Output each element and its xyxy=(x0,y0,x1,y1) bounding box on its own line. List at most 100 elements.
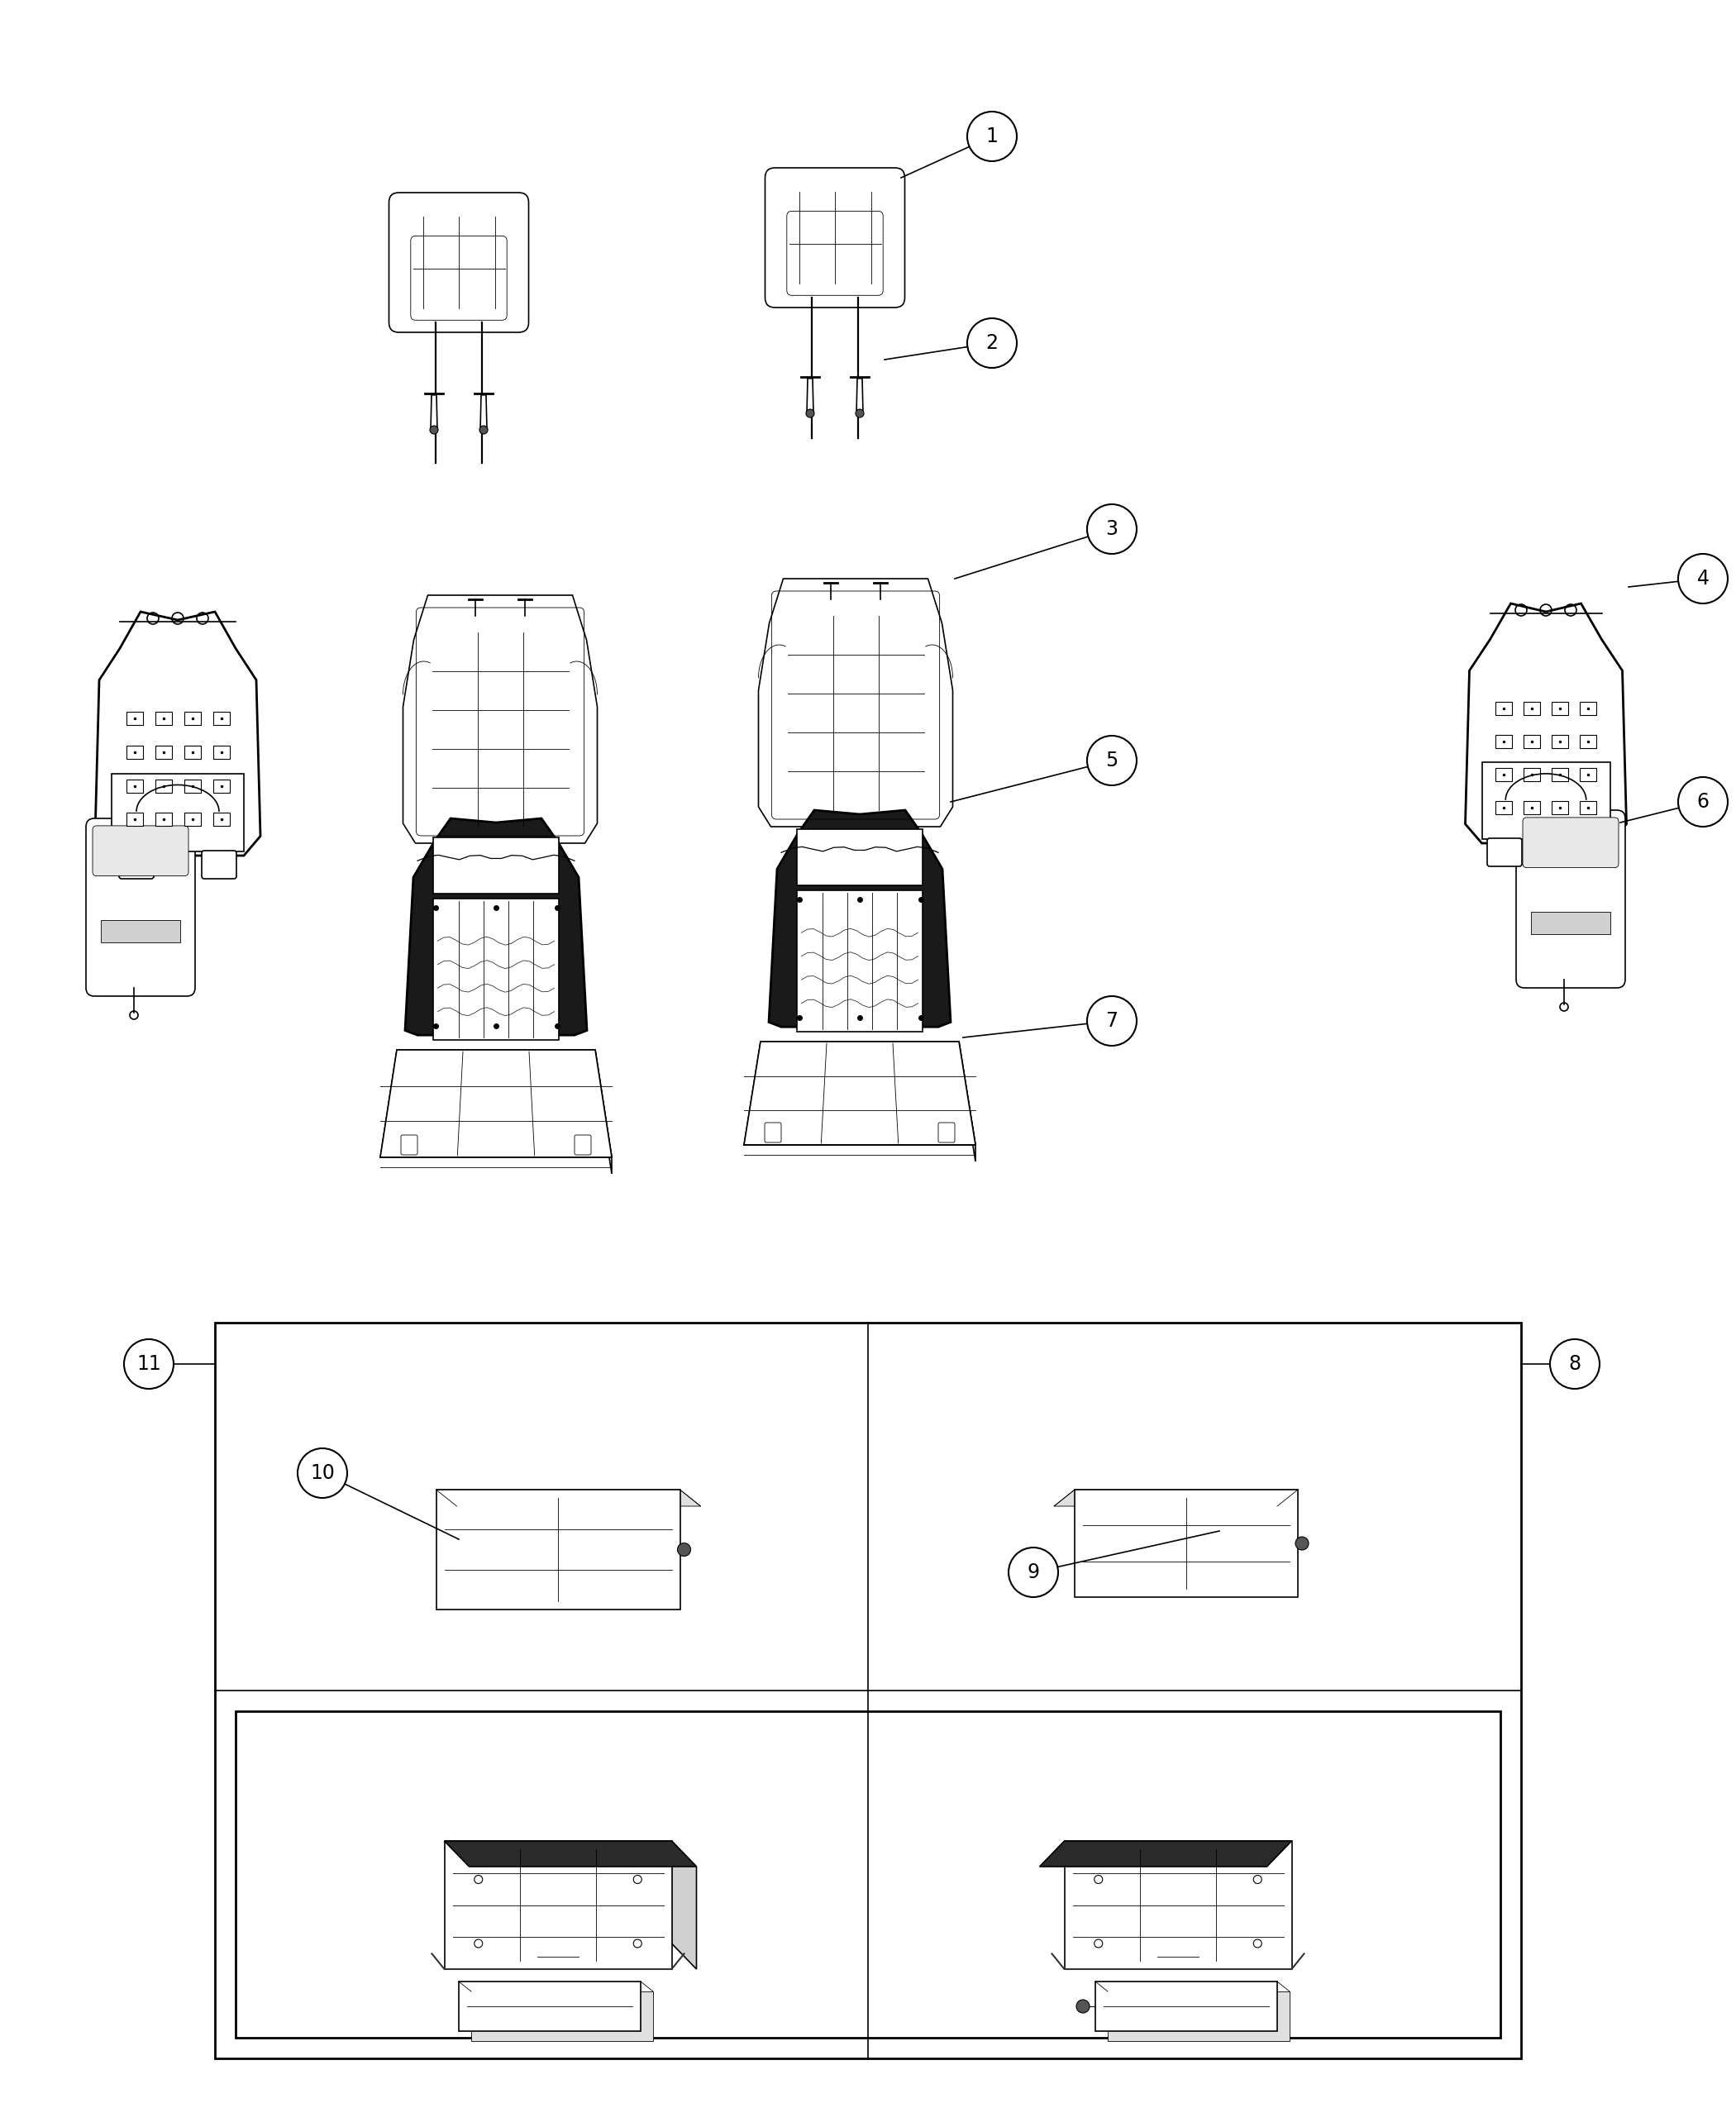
Circle shape xyxy=(431,426,437,434)
Bar xyxy=(184,814,200,826)
FancyBboxPatch shape xyxy=(1516,809,1625,989)
Bar xyxy=(797,890,922,1031)
Circle shape xyxy=(1679,554,1727,603)
FancyBboxPatch shape xyxy=(201,852,236,879)
FancyBboxPatch shape xyxy=(1569,839,1604,866)
Polygon shape xyxy=(444,1840,672,1969)
Circle shape xyxy=(1087,736,1137,786)
Polygon shape xyxy=(807,379,814,413)
Bar xyxy=(127,713,142,725)
Polygon shape xyxy=(436,1490,681,1611)
FancyBboxPatch shape xyxy=(389,192,529,333)
FancyBboxPatch shape xyxy=(766,169,904,308)
Bar xyxy=(155,780,172,793)
Circle shape xyxy=(1295,1537,1309,1549)
Text: 10: 10 xyxy=(311,1463,335,1484)
Bar xyxy=(434,898,559,1039)
Polygon shape xyxy=(745,1041,976,1145)
FancyBboxPatch shape xyxy=(937,1124,955,1143)
Bar xyxy=(184,713,200,725)
Bar xyxy=(184,746,200,759)
Circle shape xyxy=(806,409,814,417)
Polygon shape xyxy=(404,818,587,1035)
Polygon shape xyxy=(1040,1840,1292,1866)
Text: 11: 11 xyxy=(137,1353,161,1374)
Text: 7: 7 xyxy=(1106,1012,1118,1031)
Bar xyxy=(1496,767,1512,782)
Polygon shape xyxy=(1108,1992,1290,2041)
Polygon shape xyxy=(458,1982,641,2032)
Polygon shape xyxy=(856,379,863,413)
Circle shape xyxy=(677,1543,691,1556)
Bar xyxy=(127,814,142,826)
Text: 8: 8 xyxy=(1569,1353,1581,1374)
Bar xyxy=(215,1322,1521,2057)
Polygon shape xyxy=(444,1840,696,1866)
Bar xyxy=(155,814,172,826)
Circle shape xyxy=(1009,1547,1059,1598)
Text: 6: 6 xyxy=(1696,793,1710,812)
Polygon shape xyxy=(380,1050,611,1157)
Bar xyxy=(1496,801,1512,814)
Polygon shape xyxy=(958,1041,976,1162)
Polygon shape xyxy=(95,611,260,856)
FancyBboxPatch shape xyxy=(764,1124,781,1143)
Polygon shape xyxy=(1064,1840,1292,1969)
Bar xyxy=(1524,767,1540,782)
Bar xyxy=(214,780,229,793)
Circle shape xyxy=(479,426,488,434)
FancyBboxPatch shape xyxy=(1488,839,1522,866)
Bar xyxy=(214,713,229,725)
Polygon shape xyxy=(481,394,486,430)
Polygon shape xyxy=(436,1490,701,1507)
Text: 2: 2 xyxy=(986,333,998,352)
Bar xyxy=(184,780,200,793)
Text: 4: 4 xyxy=(1696,569,1710,588)
Polygon shape xyxy=(1075,1490,1299,1598)
Polygon shape xyxy=(431,394,437,430)
Bar xyxy=(214,746,229,759)
Bar xyxy=(1552,801,1568,814)
Polygon shape xyxy=(595,1050,611,1174)
Bar xyxy=(1531,913,1611,934)
Bar xyxy=(1580,702,1595,715)
Bar xyxy=(111,774,243,852)
Bar xyxy=(1552,736,1568,748)
Circle shape xyxy=(297,1448,347,1499)
Polygon shape xyxy=(769,809,951,1027)
FancyBboxPatch shape xyxy=(575,1134,590,1155)
Polygon shape xyxy=(1054,1490,1299,1507)
Bar xyxy=(155,746,172,759)
Bar xyxy=(101,921,181,942)
FancyBboxPatch shape xyxy=(401,1134,417,1155)
Polygon shape xyxy=(1465,603,1627,843)
Bar xyxy=(1483,763,1609,839)
Bar xyxy=(1552,702,1568,715)
Bar xyxy=(1580,767,1595,782)
Bar xyxy=(1580,736,1595,748)
Text: 9: 9 xyxy=(1028,1562,1040,1583)
Circle shape xyxy=(1550,1339,1599,1389)
FancyBboxPatch shape xyxy=(92,826,189,877)
Bar xyxy=(127,780,142,793)
Bar xyxy=(127,746,142,759)
Text: 3: 3 xyxy=(1106,519,1118,540)
Bar xyxy=(1552,767,1568,782)
Circle shape xyxy=(123,1339,174,1389)
Bar xyxy=(1496,702,1512,715)
Circle shape xyxy=(1076,2000,1090,2013)
Circle shape xyxy=(967,318,1017,369)
Bar xyxy=(214,814,229,826)
Polygon shape xyxy=(672,1840,696,1969)
Bar xyxy=(1524,801,1540,814)
Text: 5: 5 xyxy=(1106,750,1118,769)
Bar xyxy=(236,1712,1500,2038)
Polygon shape xyxy=(470,1992,653,2041)
Circle shape xyxy=(967,112,1017,160)
Circle shape xyxy=(1679,778,1727,826)
FancyBboxPatch shape xyxy=(87,818,194,997)
Polygon shape xyxy=(403,594,597,843)
FancyBboxPatch shape xyxy=(120,852,155,879)
Polygon shape xyxy=(759,580,953,826)
Polygon shape xyxy=(745,1041,976,1145)
